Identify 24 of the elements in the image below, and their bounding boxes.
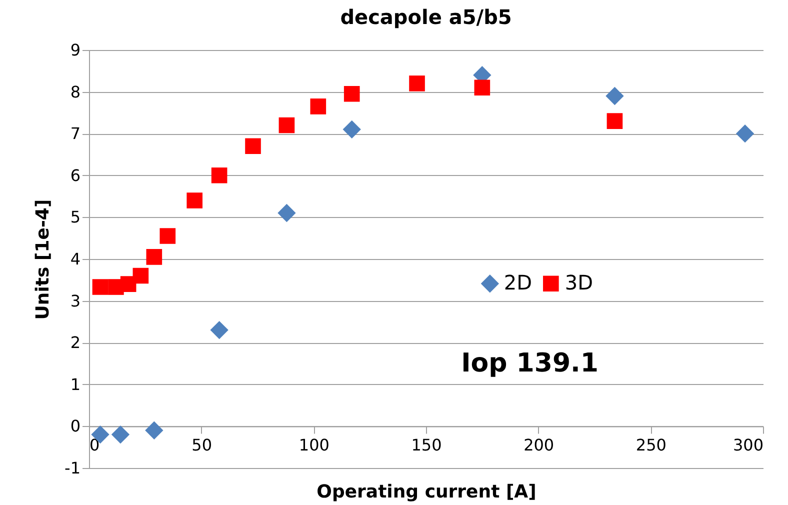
x-tick-label: 150 bbox=[411, 436, 442, 455]
y-tick-label: 9 bbox=[70, 40, 80, 60]
x-tick-label: 0 bbox=[90, 436, 100, 455]
y-tick-label: 3 bbox=[70, 291, 80, 310]
x-tick-label: 300 bbox=[732, 436, 764, 455]
y-axis-title: Units [1e-4] bbox=[32, 199, 54, 320]
y-tick-label: 6 bbox=[70, 166, 80, 185]
y-tick-label: 1 bbox=[70, 374, 80, 394]
y-tick-label: -1 bbox=[64, 458, 80, 478]
legend-label: 2D bbox=[504, 270, 532, 295]
x-tick-label: 250 bbox=[636, 436, 666, 455]
x-axis-title: Operating current [A] bbox=[316, 482, 536, 502]
y-tick-label: 0 bbox=[70, 416, 80, 436]
legend-label: 3D bbox=[564, 270, 594, 295]
y-tick-label: 5 bbox=[70, 208, 80, 227]
x-tick-label: 200 bbox=[524, 436, 554, 455]
x-tick-label: 50 bbox=[192, 436, 212, 455]
chart-title: decapole a5/b5 bbox=[340, 5, 512, 29]
y-tick-label: 7 bbox=[70, 124, 80, 144]
annotation: Iop 139.1 bbox=[461, 348, 599, 378]
x-tick-label: 100 bbox=[298, 436, 330, 455]
y-tick-label: 2 bbox=[70, 333, 80, 352]
y-tick-label: 4 bbox=[70, 250, 80, 268]
y-tick-label: 8 bbox=[70, 82, 80, 102]
